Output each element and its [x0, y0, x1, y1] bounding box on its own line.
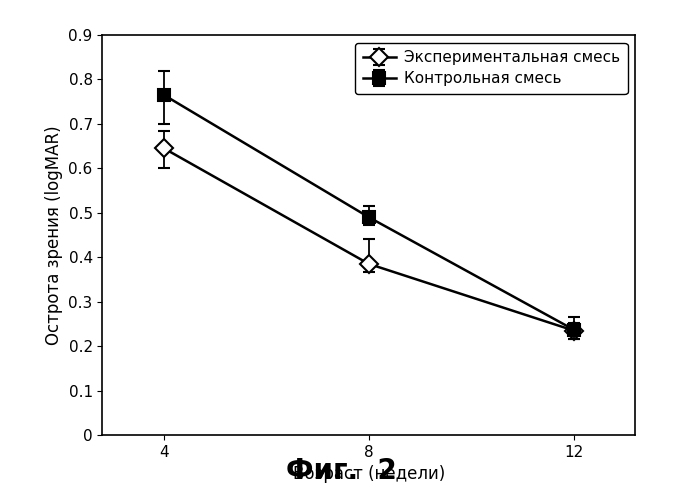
Text: Фиг.  2: Фиг. 2 [286, 457, 397, 485]
Legend: Экспериментальная смесь, Контрольная смесь: Экспериментальная смесь, Контрольная сме… [355, 42, 628, 94]
X-axis label: Возраст (недели): Возраст (недели) [293, 466, 445, 483]
Y-axis label: Острота зрения (logMAR): Острота зрения (logMAR) [45, 125, 63, 345]
